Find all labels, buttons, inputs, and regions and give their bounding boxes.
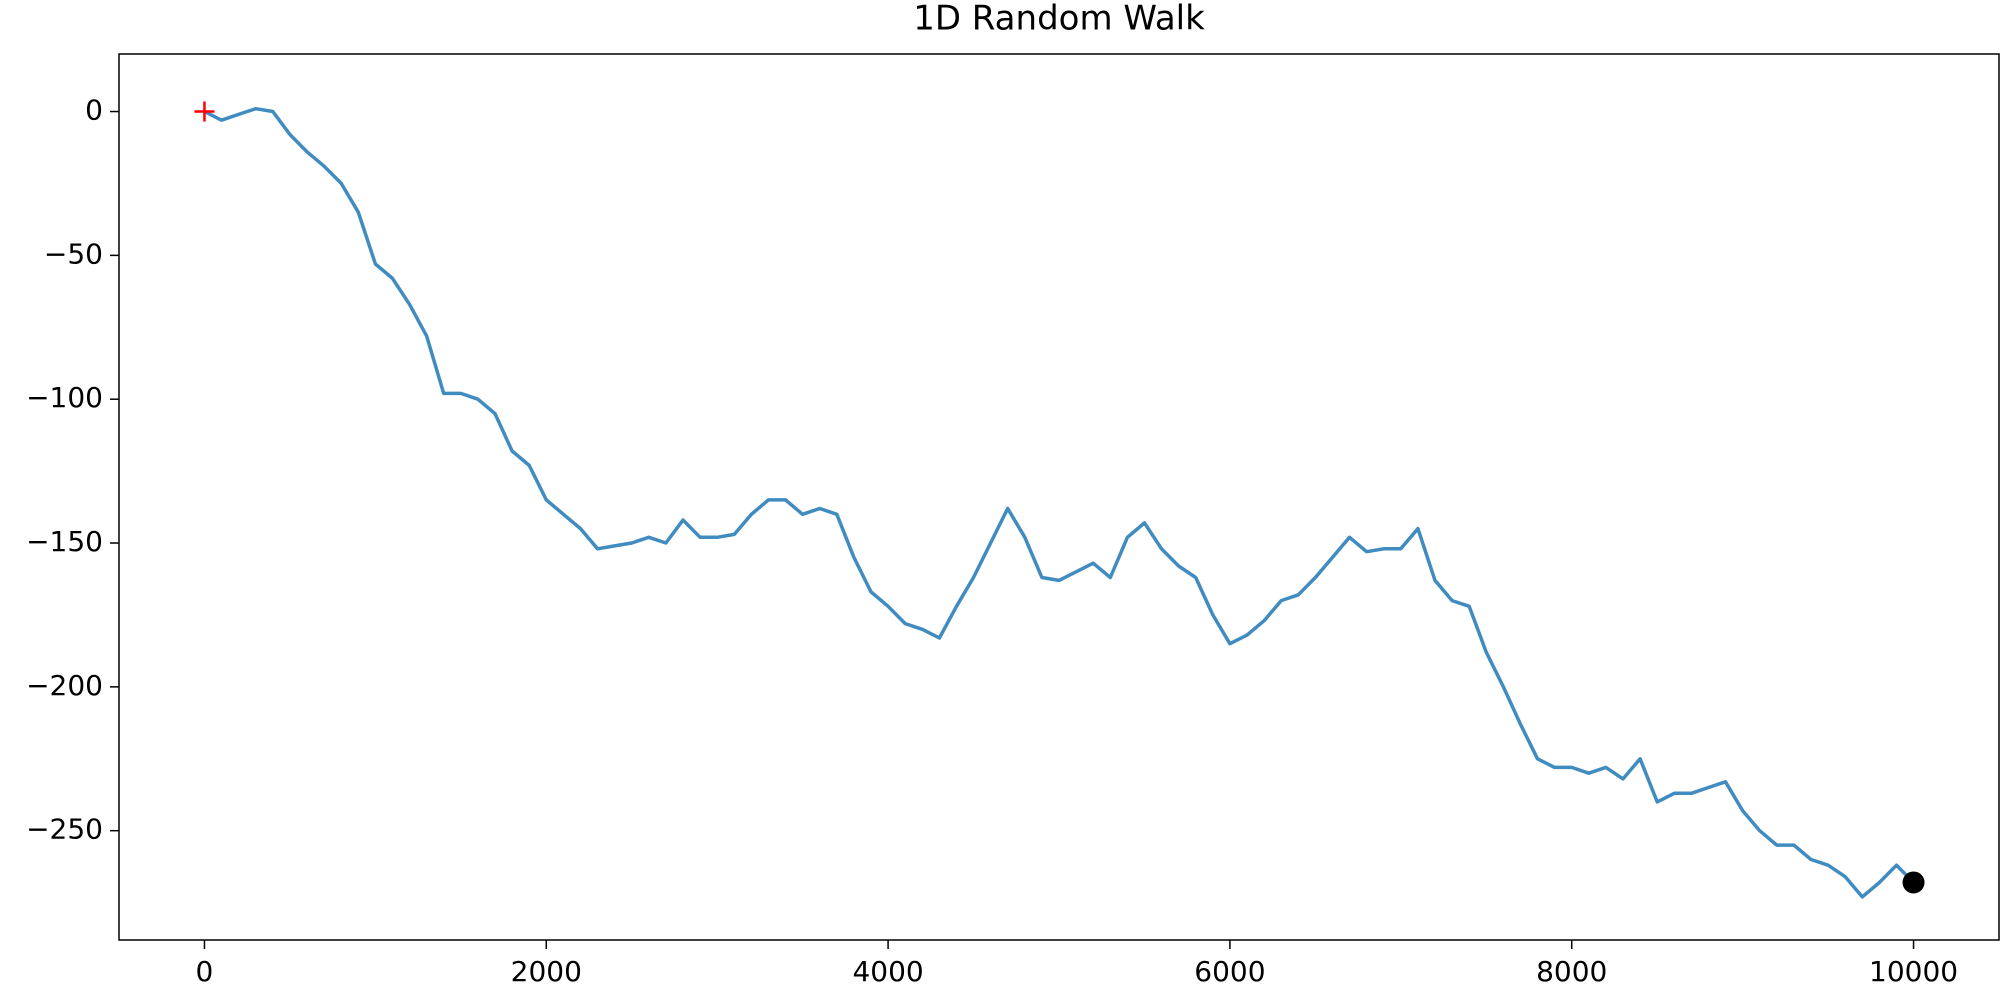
x-tick-label: 2000 <box>511 955 582 988</box>
x-tick-label: 6000 <box>1194 955 1265 988</box>
plot-frame <box>118 53 2000 941</box>
y-tick-label: −150 <box>26 525 103 558</box>
y-tick-label: −50 <box>44 237 103 270</box>
y-tick-label: −250 <box>26 813 103 846</box>
y-tick-label: −200 <box>26 669 103 702</box>
x-tick-label: 0 <box>196 955 214 988</box>
y-tick-label: −100 <box>26 381 103 414</box>
walk-line <box>203 106 1915 899</box>
x-tick-label: 10000 <box>1869 955 1958 988</box>
chart-title: 1D Random Walk <box>913 0 1205 39</box>
y-tick-label: 0 <box>85 94 103 127</box>
x-tick-label: 8000 <box>1536 955 1607 988</box>
end-marker <box>1902 871 1925 894</box>
x-tick-label: 4000 <box>852 955 923 988</box>
start-marker <box>194 101 215 122</box>
